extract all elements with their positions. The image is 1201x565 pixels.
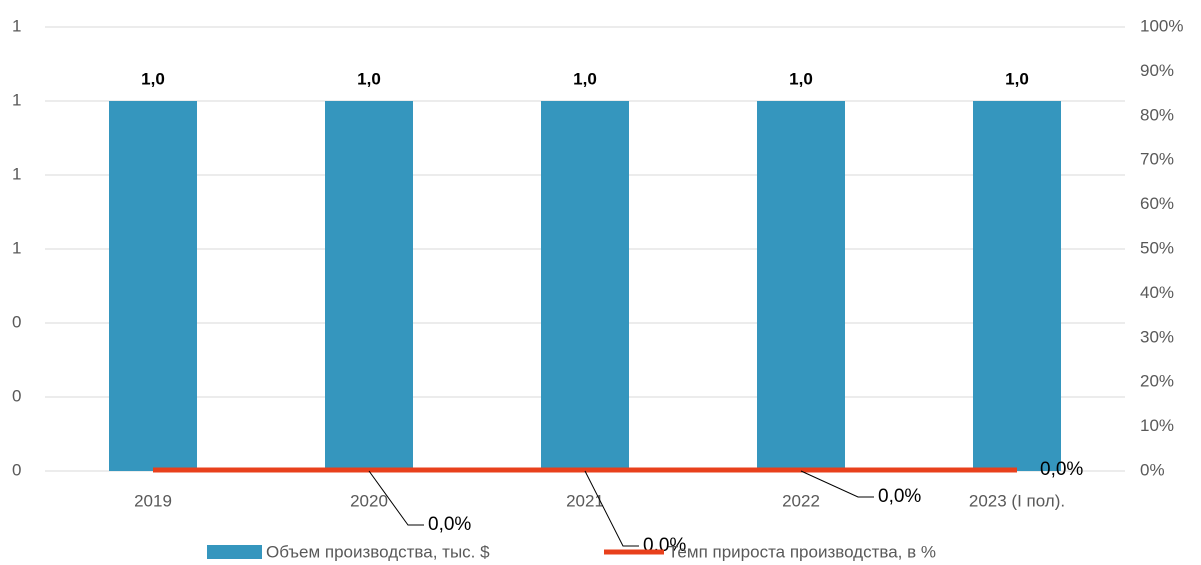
bar-value-label: 1,0 xyxy=(573,69,597,88)
y-tick-label: 0 xyxy=(12,386,21,405)
y2-tick-label: 40% xyxy=(1140,283,1174,302)
bar xyxy=(973,101,1061,471)
y2-tick-label: 80% xyxy=(1140,105,1174,124)
bar xyxy=(325,101,413,471)
x-tick-label: 2019 xyxy=(134,491,172,510)
y2-tick-label: 30% xyxy=(1140,327,1174,346)
x-tick-label: 2022 xyxy=(782,491,820,510)
leader-line xyxy=(584,470,639,547)
x-tick-label: 2020 xyxy=(350,491,388,510)
line-value-label: 0,0% xyxy=(428,514,471,535)
y2-tick-label: 100% xyxy=(1140,16,1183,35)
y-tick-label: 0 xyxy=(12,460,21,479)
bar-value-label: 1,0 xyxy=(1005,69,1029,88)
y2-tick-label: 90% xyxy=(1140,61,1174,80)
y-tick-label: 0 xyxy=(12,312,21,331)
y-tick-label: 1 xyxy=(12,238,21,257)
line-value-label: 0,0% xyxy=(1040,459,1083,480)
y2-tick-label: 70% xyxy=(1140,150,1174,169)
bar-value-label: 1,0 xyxy=(141,69,165,88)
bar-value-label: 1,0 xyxy=(789,69,813,88)
y-tick-label: 1 xyxy=(12,90,21,109)
legend-label: Темп прироста производства, в % xyxy=(668,542,936,561)
x-tick-label: 2023 (I пол). xyxy=(969,491,1065,510)
bar xyxy=(757,101,845,471)
y-tick-label: 1 xyxy=(12,164,21,183)
legend-swatch xyxy=(207,545,262,559)
legend-label: Объем производства, тыс. $ xyxy=(266,542,490,561)
line-value-label: 0,0% xyxy=(878,486,921,507)
bar xyxy=(109,101,197,471)
x-tick-label: 2021 xyxy=(566,491,604,510)
y2-tick-label: 50% xyxy=(1140,238,1174,257)
leader-line xyxy=(800,470,874,498)
leader-line xyxy=(368,470,424,526)
y2-tick-label: 60% xyxy=(1140,194,1174,213)
y2-tick-label: 20% xyxy=(1140,372,1174,391)
bar xyxy=(541,101,629,471)
bar-value-label: 1,0 xyxy=(357,69,381,88)
y2-tick-label: 0% xyxy=(1140,460,1165,479)
y-tick-label: 1 xyxy=(12,16,21,35)
y2-tick-label: 10% xyxy=(1140,416,1174,435)
